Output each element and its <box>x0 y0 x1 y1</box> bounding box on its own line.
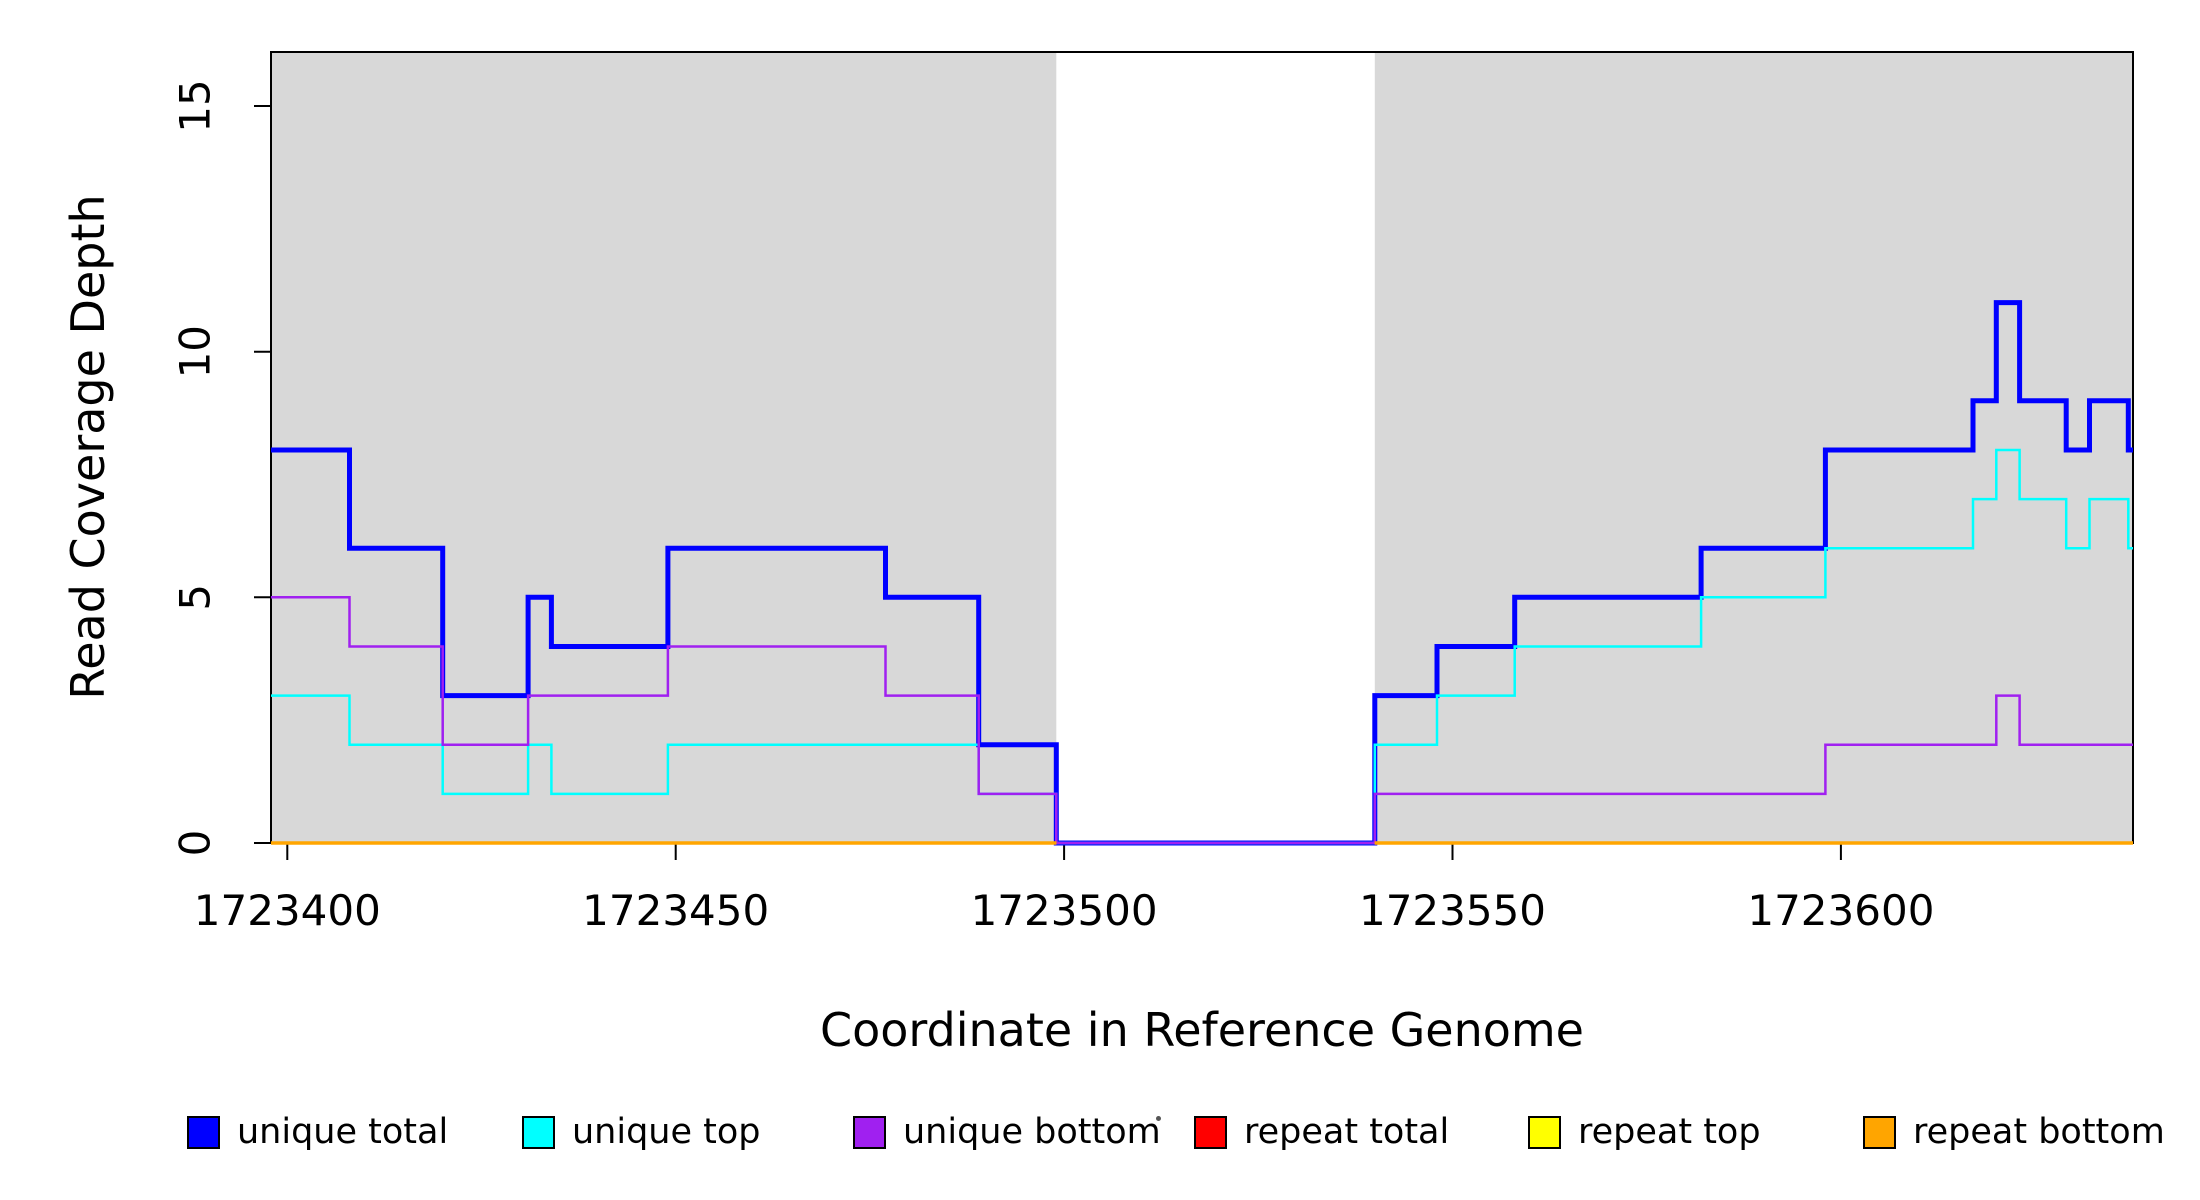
legend-item-unique-bottom: unique bottom <box>853 1112 1161 1152</box>
legend-item-unique-top: unique top <box>522 1112 761 1152</box>
legend-item-repeat-total: repeat total <box>1194 1112 1449 1152</box>
x-tick-label: 1723550 <box>1359 886 1546 935</box>
legend-item-unique-total: unique total <box>187 1112 448 1152</box>
series-line-unique-total <box>271 300 2133 846</box>
legend-label-unique-top: unique top <box>572 1112 761 1152</box>
legend-label-unique-bottom: unique bottom <box>903 1112 1161 1152</box>
legend-swatch-unique-total <box>187 1115 220 1149</box>
x-axis-title: Coordinate in Reference Genome <box>820 1003 1584 1057</box>
chart-legend: unique total unique top unique bottom repea… <box>0 1112 2200 1160</box>
legend-swatch-repeat-total <box>1194 1115 1227 1149</box>
legend-swatch-unique-bottom <box>853 1115 886 1149</box>
legend-swatch-repeat-top <box>1528 1115 1561 1149</box>
series-line-unique-top <box>271 448 2133 845</box>
legend-label-unique-total: unique total <box>237 1112 449 1152</box>
covered-region-left <box>271 52 1057 843</box>
x-tick-label: 1723600 <box>1747 886 1934 935</box>
y-tick-label: 5 <box>171 584 220 611</box>
legend-swatch-repeat-bottom <box>1863 1115 1896 1149</box>
series-line-unique-bottom <box>271 596 2133 845</box>
y-tick-label: 10 <box>171 325 220 378</box>
legend-swatch-unique-top <box>522 1115 555 1149</box>
y-axis-title: Read Coverage Depth <box>61 194 115 700</box>
legend-item-repeat-top: repeat top <box>1528 1112 1761 1152</box>
stray-dot-mark <box>1156 1116 1161 1121</box>
legend-label-repeat-top: repeat top <box>1578 1112 1761 1152</box>
legend-label-repeat-total: repeat total <box>1244 1112 1450 1152</box>
y-tick-label: 15 <box>171 79 220 132</box>
x-tick-label: 1723500 <box>971 886 1158 935</box>
legend-item-repeat-bottom: repeat bottom <box>1863 1112 2165 1152</box>
x-tick-label: 1723450 <box>582 886 769 935</box>
covered-region-right <box>1374 52 2133 843</box>
legend-label-repeat-bottom: repeat bottom <box>1913 1112 2165 1152</box>
x-tick-label: 1723400 <box>194 886 381 935</box>
y-tick-label: 0 <box>171 830 220 857</box>
